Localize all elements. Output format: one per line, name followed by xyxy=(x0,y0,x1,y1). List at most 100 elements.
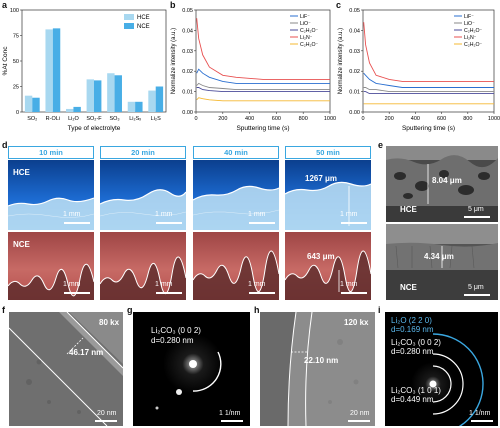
magnification-label: 120 kx xyxy=(344,318,369,327)
time-header-40min: 40 min xyxy=(193,146,279,159)
nce-image-10min: NCE 1 mm xyxy=(8,232,94,300)
x-tick-label: Li₂O xyxy=(68,116,79,122)
y-tick-label: 0.05 xyxy=(182,8,193,14)
scale-bar-label: 1 mm xyxy=(248,281,266,288)
panel-b-label: b xyxy=(170,0,176,10)
x-tick-label: 1000 xyxy=(324,116,336,122)
x-tick-label: 1000 xyxy=(488,116,500,122)
x-tick-label: SO₂-F xyxy=(86,116,102,122)
nce-sem-thickness: 4.34 μm xyxy=(424,252,454,261)
y-tick-label: 0 xyxy=(16,110,19,116)
bar-nce xyxy=(155,86,164,112)
panel-g-label: g xyxy=(127,305,133,315)
x-tick-label: SO₂ xyxy=(27,116,37,122)
x-tick-label: 0 xyxy=(194,116,197,122)
hce-thickness-label: 1267 μm xyxy=(305,174,338,183)
panel-h-label: h xyxy=(254,305,260,315)
scale-bar-label: 1 mm xyxy=(340,281,358,288)
nce-image-50min: 643 μm 1 mm xyxy=(285,232,371,300)
series-line xyxy=(196,68,330,84)
legend-label: C₂H₂O⁻ xyxy=(300,28,319,34)
y-tick-label: 0.02 xyxy=(349,69,360,75)
scale-bar xyxy=(464,216,490,218)
bar-hce xyxy=(66,108,74,112)
scale-bar xyxy=(341,292,367,294)
legend-label: LiF⁻ xyxy=(464,14,474,20)
scale-bar-label: 1 mm xyxy=(155,211,173,218)
y-tick-label: 0.02 xyxy=(182,69,193,75)
time-header-10min: 10 min xyxy=(8,146,94,159)
ring3-label-line2: d=0.449 nm xyxy=(391,395,434,404)
y-tick-label: 25 xyxy=(13,85,19,91)
scale-bar-label: 1 mm xyxy=(155,281,173,288)
y-tick-label: 100 xyxy=(10,8,19,14)
nce-thickness-label: 643 μm xyxy=(307,252,335,261)
line-chart-b: 0.00 0.01 0.02 0.03 0.04 0.05 0 200 400 600 800 100… xyxy=(171,8,336,132)
bar-hce xyxy=(24,95,33,112)
y-axis-label: %At Conc xyxy=(2,46,9,76)
legend-label: C₂H₂O⁻ xyxy=(464,42,483,48)
y-axis-label: Normalize intensity (a.u.) xyxy=(338,28,344,94)
y-tick-label: 0.01 xyxy=(182,90,193,96)
panel-c-label: c xyxy=(336,0,342,10)
x-axis-label: Sputtering time (s) xyxy=(236,125,289,132)
scale-bar-label: 1 1/nm xyxy=(469,410,491,417)
ring-label-line2: d=0.280 nm xyxy=(151,336,194,345)
tem-image-f: 80 kx 46.17 nm 20 nm xyxy=(9,312,123,426)
x-tick-label: 0 xyxy=(361,116,364,122)
series-line xyxy=(196,87,330,93)
film-thickness-label: 46.17 nm xyxy=(69,348,104,357)
series-line xyxy=(196,18,330,80)
film-thickness-label: 22.10 nm xyxy=(304,356,339,365)
x-tick-label: 800 xyxy=(299,116,308,122)
legend-label: Li₂N⁻ xyxy=(300,35,313,41)
scale-bar-label: 1 mm xyxy=(63,281,81,288)
legend-label: LiO⁻ xyxy=(300,21,311,27)
scale-bar xyxy=(156,292,182,294)
nce-image-20min: 1 mm xyxy=(100,232,186,300)
scale-bar xyxy=(341,222,367,224)
panel-a-label: a xyxy=(2,0,8,10)
y-axis-label: Normalize intensity (a.u.) xyxy=(171,28,177,94)
x-tick-label: 600 xyxy=(272,116,281,122)
scale-bar xyxy=(348,420,370,422)
bar-nce xyxy=(73,106,81,112)
bar-nce xyxy=(114,75,122,112)
scale-bar-label: 1 1/nm xyxy=(219,410,241,417)
plot-frame xyxy=(195,9,331,113)
saed-pattern-g: Li₂CO₃ (0 0 2) d=0.280 nm 1 1/nm xyxy=(133,312,250,426)
ring1-label-line2: d=0.169 nm xyxy=(391,325,434,334)
ring3-label-line1: Li₂CO₃ (1 0 1) xyxy=(391,386,441,395)
panel-f-label: f xyxy=(2,305,5,315)
ring2-label-line2: d=0.280 nm xyxy=(391,347,434,356)
legend-label: Li₂N⁻ xyxy=(464,35,477,41)
x-tick-label: Li₂Sₓ xyxy=(129,116,141,122)
bar-hce xyxy=(148,90,156,112)
y-tick-label: 0.05 xyxy=(349,8,360,14)
scale-bar-label: 20 nm xyxy=(350,410,370,417)
x-tick-label: 600 xyxy=(437,116,446,122)
y-tick-label: 50 xyxy=(13,59,19,65)
y-tick-label: 0.04 xyxy=(349,28,360,34)
x-axis-label: Type of electrolyte xyxy=(68,125,121,132)
hce-row-label: HCE xyxy=(13,168,30,177)
series-line xyxy=(363,22,494,82)
x-tick-label: R-OLi xyxy=(46,116,60,122)
x-tick-label: 800 xyxy=(463,116,472,122)
x-tick-label: 400 xyxy=(411,116,420,122)
plot-frame xyxy=(362,9,495,113)
ring-label-line1: Li₂CO₃ (0 0 2) xyxy=(151,326,201,335)
y-tick-label: 0.03 xyxy=(182,49,193,55)
ring1-label-line1: Li₂O (2 2 0) xyxy=(391,316,432,325)
legend-label: C₂H₂O⁻ xyxy=(300,42,319,48)
scale-bar-label: 20 nm xyxy=(97,410,117,417)
scale-bar xyxy=(249,222,275,224)
saed-pattern-i: Li₂O (2 2 0) d=0.169 nm Li₂CO₃ (0 0 2) d… xyxy=(385,312,498,426)
x-tick-label: Li₂S xyxy=(151,116,161,122)
series-line xyxy=(196,97,330,102)
panel-e-label: e xyxy=(378,140,384,150)
legend-swatch xyxy=(124,23,134,29)
scale-bar xyxy=(221,420,243,422)
scale-bar xyxy=(64,222,90,224)
legend-label: C₂H₂O⁻ xyxy=(464,28,483,34)
